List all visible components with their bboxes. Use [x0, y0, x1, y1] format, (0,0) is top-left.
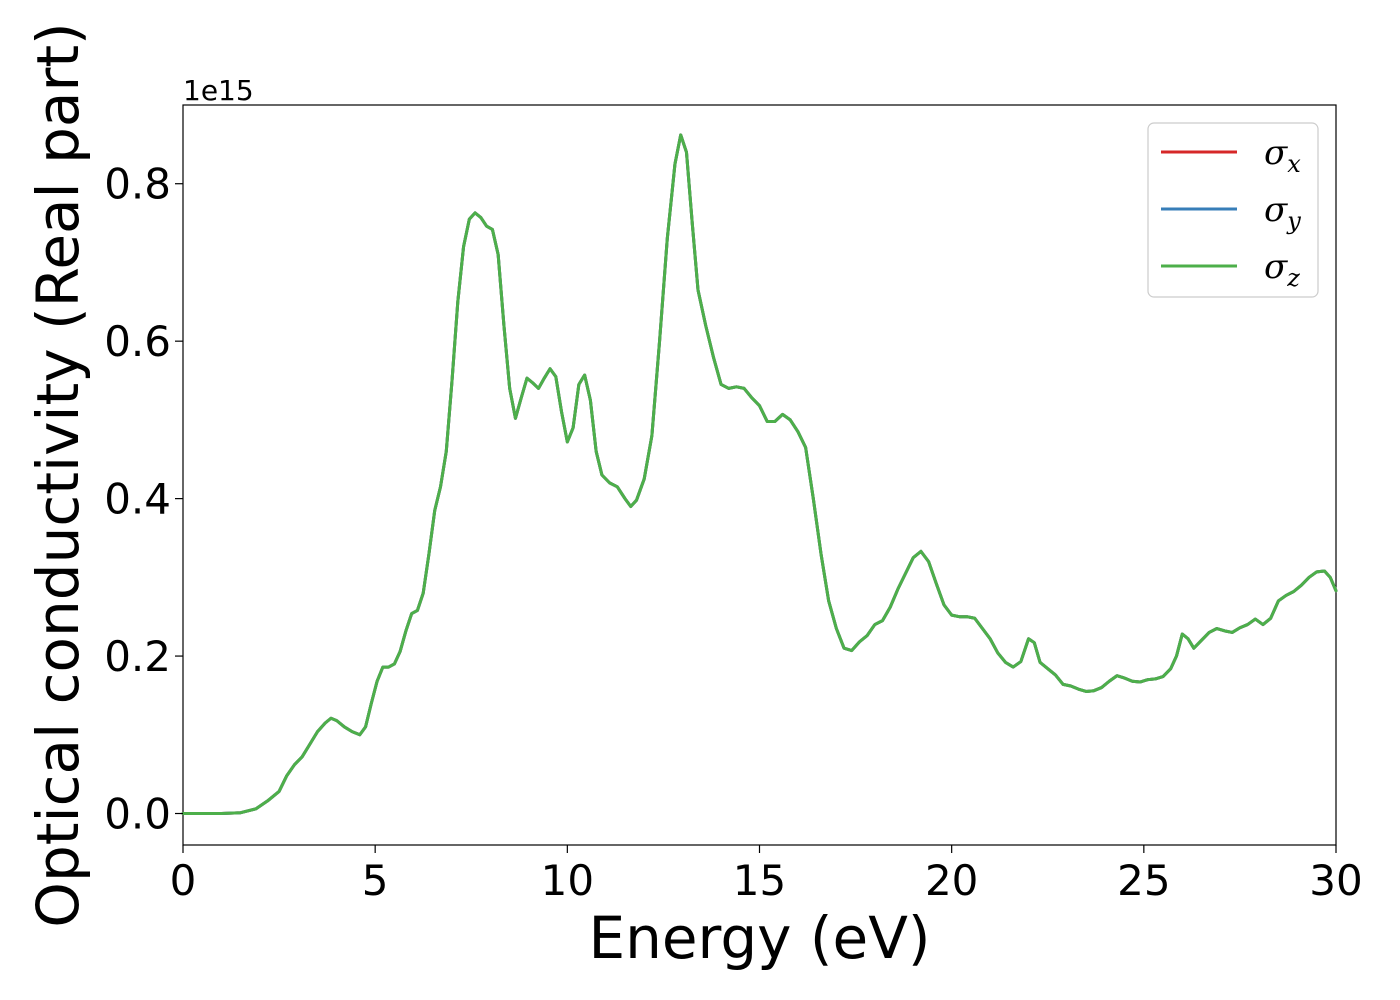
- legend-entry-x: σx: [1264, 133, 1301, 178]
- x-tick-label: 5: [362, 856, 389, 905]
- legend-subscript: y: [1286, 207, 1301, 235]
- y-tick-label: 0.2: [104, 632, 171, 681]
- x-tick-label: 20: [925, 856, 978, 905]
- y-tick-label: 0.0: [104, 790, 171, 839]
- legend-entry-z: σz: [1264, 247, 1300, 292]
- y-axis: 0.0 0.2 0.4 0.6 0.8: [104, 160, 183, 839]
- x-tick-label: 10: [541, 856, 594, 905]
- x-axis: 0 5 10 15 20 25 30: [170, 845, 1363, 905]
- y-tick-label: 0.6: [104, 317, 171, 366]
- series-layer: [181, 133, 1338, 816]
- x-tick-label: 0: [170, 856, 197, 905]
- y-tick-label: 0.4: [104, 475, 171, 524]
- y-offset-label: 1e15: [183, 74, 254, 107]
- x-tick-label: 25: [1117, 856, 1170, 905]
- x-tick-label: 30: [1309, 856, 1362, 905]
- x-tick-label: 15: [733, 856, 786, 905]
- legend-symbol: σ: [1264, 190, 1288, 230]
- legend-subscript: z: [1286, 264, 1300, 292]
- legend-entry-y: σy: [1264, 190, 1301, 235]
- legend-subscript: x: [1287, 150, 1301, 178]
- series-line-z: [181, 133, 1338, 816]
- x-axis-label: Energy (eV): [588, 904, 930, 972]
- legend-symbol: σ: [1264, 133, 1288, 173]
- y-tick-label: 0.8: [104, 160, 171, 209]
- legend-symbol: σ: [1264, 247, 1288, 287]
- y-axis-label: Optical conductivity (Real part): [24, 22, 92, 927]
